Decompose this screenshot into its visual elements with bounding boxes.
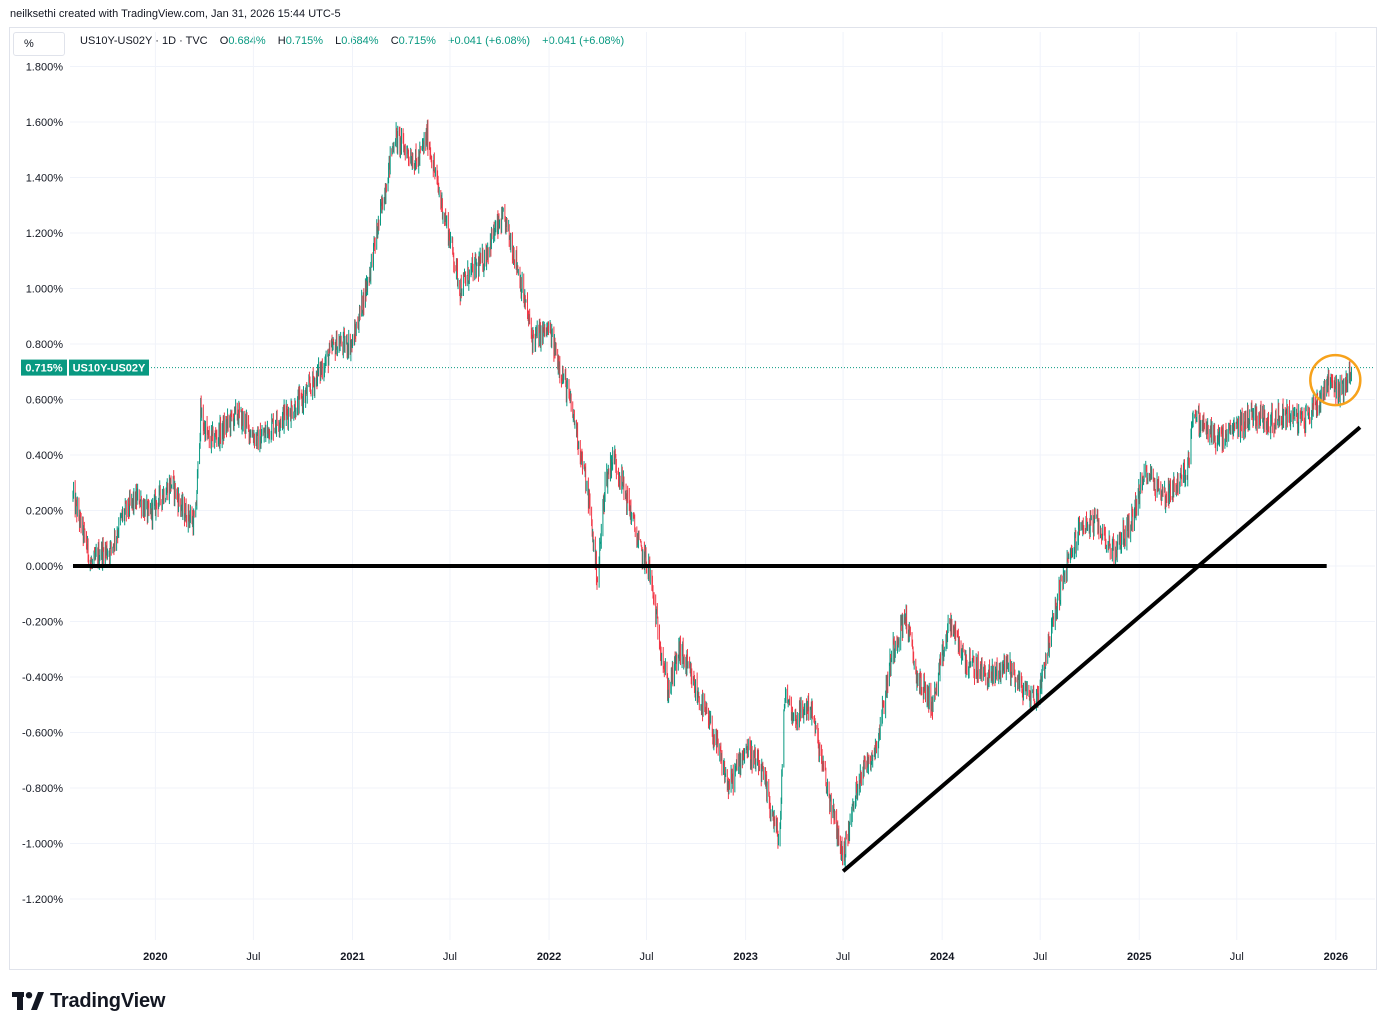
x-tick-label: 2024 — [930, 951, 955, 963]
y-tick-label: 0.600% — [26, 395, 64, 407]
x-axis: 2020 Jul 2021 Jul 2022 Jul 2023 Jul 2024 Jul 2025 J… — [143, 951, 1348, 963]
y-tick-label: 0.200% — [26, 506, 64, 518]
x-tick-label: Jul — [443, 951, 457, 963]
x-tick-label: Jul — [639, 951, 653, 963]
candle-series — [72, 119, 1352, 868]
x-tick-label: 2022 — [537, 951, 561, 963]
legend-open-key: O — [219, 35, 229, 47]
y-tick-label: 1.800% — [26, 62, 64, 74]
x-tick-label: 2021 — [340, 951, 364, 963]
y-tick-label: 0.800% — [26, 339, 64, 351]
y-tick-label: -0.800% — [22, 783, 63, 795]
chart-frame — [9, 27, 1377, 970]
legend-change: +0.041 (+6.08%) — [448, 35, 531, 47]
legend-close-value: 0.715% — [398, 35, 436, 47]
legend-dot-2: · — [179, 35, 183, 47]
y-tick-label: 1.000% — [26, 284, 64, 296]
uptrend-line — [841, 425, 1362, 873]
legend-close-key: C — [390, 35, 399, 47]
legend-source: TVC — [185, 35, 208, 47]
grid-layer — [70, 32, 1375, 940]
x-tick-label: Jul — [1230, 951, 1244, 963]
legend-change-2: +0.041 (+6.08%) — [542, 35, 625, 47]
legend-high-key: H — [277, 35, 286, 47]
y-tick-label: -0.600% — [22, 728, 63, 740]
y-tick-label: 1.600% — [26, 117, 64, 129]
legend-open-value: 0.684% — [228, 35, 266, 47]
y-tick-label: 0.400% — [26, 450, 64, 462]
y-tick-label: -1.200% — [22, 894, 63, 906]
x-tick-label: 2025 — [1127, 951, 1151, 963]
price-label-layer: 0.715% US10Y-US02Y — [21, 359, 149, 376]
legend-low-value: 0.684% — [341, 35, 379, 47]
tradingview-logo-icon — [12, 992, 44, 1010]
x-tick-label: Jul — [1033, 951, 1047, 963]
y-tick-label: 1.200% — [26, 228, 64, 240]
chart-credit: neilksethi created with TradingView.com,… — [10, 8, 341, 20]
x-tick-label: 2020 — [143, 951, 167, 963]
x-tick-label: Jul — [246, 951, 260, 963]
last-value-label: 0.715% — [25, 363, 63, 375]
y-tick-label: -1.000% — [22, 839, 63, 851]
x-tick-label: Jul — [836, 951, 850, 963]
unit-label: % — [24, 38, 34, 50]
y-tick-label: 0.000% — [26, 561, 64, 573]
y-axis: 1.800% 1.600% 1.400% 1.200% 1.000% 0.800% 0.60… — [22, 62, 63, 907]
highlight-circle — [1309, 353, 1362, 407]
y-tick-label: -0.400% — [22, 672, 63, 684]
legend-dot-1: · — [155, 35, 159, 47]
tradingview-logo-text: TradingView — [50, 989, 166, 1012]
y-tick-label: -0.200% — [22, 617, 63, 629]
legend-interval: 1D — [161, 35, 177, 47]
legend-high-value: 0.715% — [285, 35, 324, 47]
series-name-badge — [69, 359, 149, 376]
legend-symbol[interactable]: US10Y-US02Y — [80, 35, 153, 47]
x-tick-label: 2026 — [1324, 951, 1348, 963]
drawing-annotations — [73, 353, 1362, 873]
x-tick-label: 2023 — [733, 951, 757, 963]
tradingview-logo: TradingView — [12, 990, 165, 1012]
legend-low-key: L — [335, 35, 342, 47]
last-value-badge — [21, 359, 67, 376]
series-legend: US10Y-US02Y · 1D · TVC O0.684% H0.715% L… — [80, 35, 624, 47]
price-scale-unit-button[interactable]: % — [13, 32, 65, 56]
y-tick-label: 1.400% — [26, 173, 64, 185]
series-name-label: US10Y-US02Y — [73, 363, 146, 375]
